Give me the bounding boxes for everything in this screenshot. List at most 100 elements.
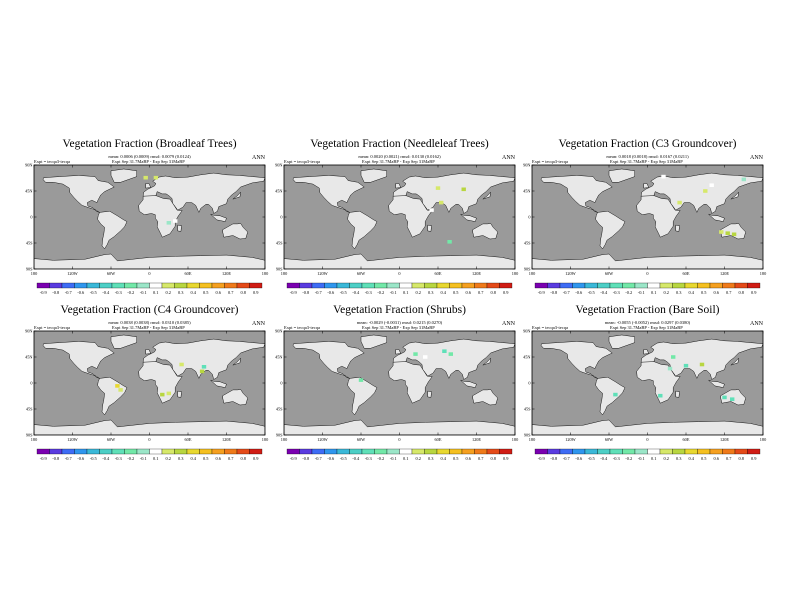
lon-tick-label: 180 <box>529 271 535 276</box>
lon-tick-label: 180 <box>281 271 287 276</box>
anomaly-cell <box>661 174 666 179</box>
colorbar-label: 0.1 <box>651 456 657 461</box>
colorbar-label: -0.1 <box>390 456 397 461</box>
colorbar-swatch <box>36 282 50 289</box>
anomaly-cell <box>166 221 171 225</box>
colorbar-label: 0.4 <box>689 290 695 295</box>
colorbar-label: -0.2 <box>377 456 384 461</box>
lon-tick-label: 120E <box>720 437 729 442</box>
colorbar-label: 0.8 <box>491 456 497 461</box>
anomaly-cell <box>730 397 735 401</box>
colorbar-swatch <box>486 282 500 289</box>
stats-line: mean: 0.0018 (0.0018) rmsd: 0.0167 (0.02… <box>606 154 689 159</box>
colorbar-label: 0.5 <box>203 456 209 461</box>
colorbar-swatch <box>647 282 661 289</box>
colorbar-swatch <box>336 282 350 289</box>
lat-tick-label: 0 <box>280 381 282 386</box>
lon-tick-label: 120E <box>222 271 231 276</box>
colorbar-swatch <box>597 448 611 455</box>
landmass <box>34 419 265 435</box>
colorbar-swatch <box>174 448 188 455</box>
colorbar-label: 0.8 <box>241 456 247 461</box>
landmass <box>730 357 739 366</box>
lon-tick-label: 120W <box>317 437 328 442</box>
colorbar-label: -0.5 <box>90 456 98 461</box>
colorbar-swatch <box>672 282 686 289</box>
period-label: Expt Sep 31.7MaBP - Exp Sep 31MaBP <box>112 159 185 164</box>
colorbar-swatch <box>199 282 213 289</box>
anomaly-cell <box>741 177 746 182</box>
lon-tick-label: 0 <box>646 271 648 276</box>
landmass <box>210 213 227 222</box>
lon-tick-label: 180 <box>262 271 268 276</box>
experiment-label: Expt = tecqa3-tecqa <box>532 325 569 330</box>
lat-tick-label: 90S <box>276 267 283 272</box>
colorbar-label: 0.3 <box>178 456 184 461</box>
colorbar-label: 0.2 <box>416 456 422 461</box>
colorbar-label: 0.6 <box>216 290 222 295</box>
stats-line: mean: 0.0006 (0.0009) rmsd: 0.0079 (0.01… <box>108 154 191 159</box>
colorbar-label: -0.3 <box>613 290 621 295</box>
colorbar-swatch <box>572 282 586 289</box>
landmass <box>482 191 491 200</box>
colorbar-swatch <box>111 448 125 455</box>
colorbar-swatch <box>609 282 623 289</box>
colorbar-swatch <box>374 448 388 455</box>
colorbar-swatch <box>86 448 100 455</box>
colorbar-label: 0.4 <box>191 290 197 295</box>
colorbar-label: -0.6 <box>575 290 583 295</box>
colorbar-swatch <box>436 282 450 289</box>
colorbar-swatch <box>111 282 125 289</box>
colorbar-swatch <box>709 448 723 455</box>
lon-tick-label: 120E <box>720 271 729 276</box>
colorbar-label: 0.3 <box>178 290 184 295</box>
colorbar-swatch <box>249 282 263 289</box>
landmass <box>347 376 378 416</box>
landmass <box>138 194 183 238</box>
colorbar-swatch <box>161 282 175 289</box>
landmass <box>292 341 365 379</box>
lon-tick-label: 60E <box>435 437 442 442</box>
landmass <box>360 168 387 183</box>
colorbar-label: 0.2 <box>664 290 670 295</box>
landmass <box>643 183 650 189</box>
lon-tick-label: 60E <box>435 271 442 276</box>
landmass <box>222 223 248 240</box>
landmass <box>608 168 635 183</box>
colorbar-swatch <box>584 282 598 289</box>
colorbar-swatch <box>49 448 63 455</box>
colorbar-swatch <box>411 448 425 455</box>
colorbar-label: 0.1 <box>153 456 159 461</box>
colorbar-swatch <box>399 448 413 455</box>
landmass <box>472 223 498 240</box>
anomaly-cell <box>613 392 618 397</box>
lat-tick-label: 90S <box>26 267 33 272</box>
colorbar-swatch <box>199 448 213 455</box>
colorbar-label: -0.7 <box>563 456 571 461</box>
lat-tick-label: 0 <box>528 381 530 386</box>
landmass <box>427 390 432 398</box>
colorbar-swatch <box>734 282 748 289</box>
lon-tick-label: 0 <box>398 437 400 442</box>
lon-tick-label: 60W <box>107 437 116 442</box>
lat-tick-label: 0 <box>30 381 32 386</box>
experiment-label: Expt = tecqa3-tecqa <box>34 325 71 330</box>
landmass <box>427 224 432 232</box>
colorbar-swatch <box>211 448 225 455</box>
anomaly-cell <box>153 175 159 180</box>
colorbar-label: -0.5 <box>588 456 596 461</box>
anomaly-cell <box>439 200 444 205</box>
colorbar-swatch <box>324 448 338 455</box>
chart-title: Vegetation Fraction (Shrubs) <box>333 304 466 316</box>
lat-tick-label: 45N <box>25 355 32 360</box>
colorbar-label: -0.2 <box>377 290 384 295</box>
colorbar-swatch <box>747 282 761 289</box>
anomaly-cell <box>731 232 737 237</box>
colorbar-swatch <box>136 282 150 289</box>
lat-tick-label: 45S <box>276 241 283 246</box>
lat-tick-label: 45S <box>276 407 283 412</box>
lat-tick-label: 0 <box>528 215 530 220</box>
